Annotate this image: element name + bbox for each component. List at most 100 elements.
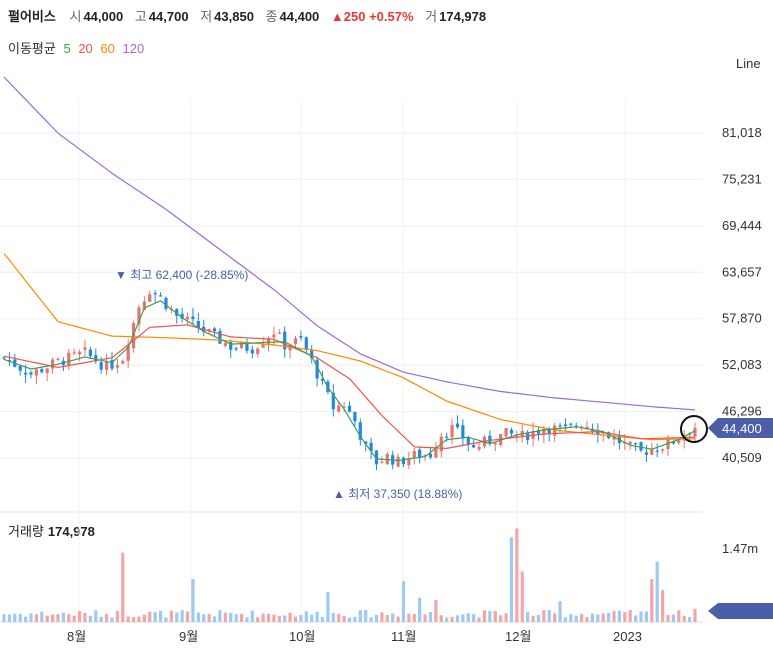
volume-bar (153, 612, 157, 622)
volume-bar (185, 611, 190, 622)
y-tick-label: 40,509 (722, 450, 762, 465)
y-tick-label: 46,296 (722, 404, 762, 419)
volume-axis-tick: 1.47m (722, 541, 758, 556)
volume-bar (601, 613, 605, 622)
x-tick-label: 12월 (505, 629, 531, 644)
candle-body (40, 369, 44, 373)
volume-bar (250, 610, 254, 622)
candle-body (175, 309, 179, 316)
ma-legend-label: 이동평균 (8, 41, 56, 56)
volume-tag (708, 603, 773, 619)
candle-body (153, 293, 157, 295)
candle-body (347, 405, 352, 412)
candle-body (239, 342, 244, 348)
ma60-legend: 60 (100, 41, 115, 56)
candle-body (23, 372, 28, 375)
volume-bar (50, 614, 55, 622)
candle-body (137, 307, 141, 325)
volume-bar (283, 615, 287, 622)
volume-bar (45, 615, 49, 622)
low-label: 저 (200, 9, 213, 24)
candle-body (472, 444, 476, 448)
candle-body (331, 392, 335, 410)
candle-body (142, 301, 146, 310)
volume-bar (61, 612, 65, 622)
candle-body (596, 430, 600, 435)
x-tick-label: 11월 (391, 629, 416, 644)
ma20-line (3, 324, 696, 450)
candle-body (88, 349, 92, 356)
candle-body (304, 337, 308, 350)
volume-bar (563, 617, 568, 622)
y-tick-label: 69,444 (722, 218, 762, 233)
candle-body (428, 453, 433, 458)
candle-body (229, 342, 233, 350)
candle-body (196, 321, 200, 329)
candle-body (185, 316, 190, 320)
volume-bar (542, 610, 546, 622)
volume-bar (239, 613, 244, 622)
volume-bar (477, 617, 481, 622)
volume-bar (88, 615, 92, 622)
volume-bar (520, 571, 524, 622)
volume-bar (293, 616, 298, 622)
low-value: 43,850 (214, 9, 254, 24)
candle-body (423, 455, 427, 457)
volume-bar (607, 612, 611, 622)
candle-body (445, 436, 449, 438)
volume-bar (450, 616, 454, 622)
volume-bar (104, 613, 109, 622)
candle-body (34, 369, 38, 376)
volume-bar (509, 537, 514, 622)
volume-bar (304, 611, 308, 622)
volume-bar (94, 610, 98, 622)
volume-bar (72, 615, 76, 622)
volume-bar (590, 613, 595, 622)
volume-bar (218, 610, 222, 622)
candle-body (547, 429, 551, 435)
volume-bar (23, 616, 28, 622)
candle-body (115, 365, 119, 368)
volume-bar (612, 610, 616, 622)
x-tick-label: 8월 (67, 629, 86, 644)
candle-body (77, 351, 82, 355)
candle-body (261, 344, 265, 348)
volume-bar (347, 617, 352, 622)
volume-bar (223, 612, 227, 622)
candle-body (283, 331, 287, 350)
moving-average-legend[interactable]: 이동평균 5 20 60 120 (8, 38, 148, 57)
volume-bar (196, 612, 200, 622)
ma120-line (3, 76, 696, 411)
volume-bar (358, 610, 362, 622)
chart-type-toggle[interactable]: Line (736, 56, 761, 71)
volume-bar (99, 616, 103, 622)
candle-body (250, 349, 254, 354)
volume-bar (169, 610, 173, 622)
volume-bar (666, 614, 670, 622)
volume-label: 거 (425, 9, 438, 24)
close-value: 44,400 (279, 9, 320, 24)
quote-header: 펄어비스 시 44,000 고 44,700 저 43,850 종 44,400 ▲25… (8, 6, 494, 25)
x-tick-label: 10월 (289, 629, 315, 644)
volume-bar (439, 615, 443, 622)
volume-bar (391, 613, 395, 622)
volume-bar (623, 612, 627, 622)
volume-bar (158, 610, 163, 622)
candle-body (563, 424, 568, 426)
volume-bar (493, 610, 497, 622)
volume-bar (617, 610, 622, 622)
y-tick-label: 81,018 (722, 125, 762, 140)
ma20-legend: 20 (78, 41, 93, 56)
volume-bar (266, 613, 271, 622)
candle-body (56, 358, 60, 360)
volume-bar (526, 611, 530, 622)
candle-body (104, 361, 109, 370)
candle-body (266, 338, 271, 345)
candle-body (234, 348, 238, 350)
volume-bar (121, 552, 125, 622)
volume-bar (401, 581, 406, 622)
candle-body (412, 450, 416, 459)
open-value: 44,000 (83, 9, 124, 24)
candle-body (466, 437, 470, 445)
